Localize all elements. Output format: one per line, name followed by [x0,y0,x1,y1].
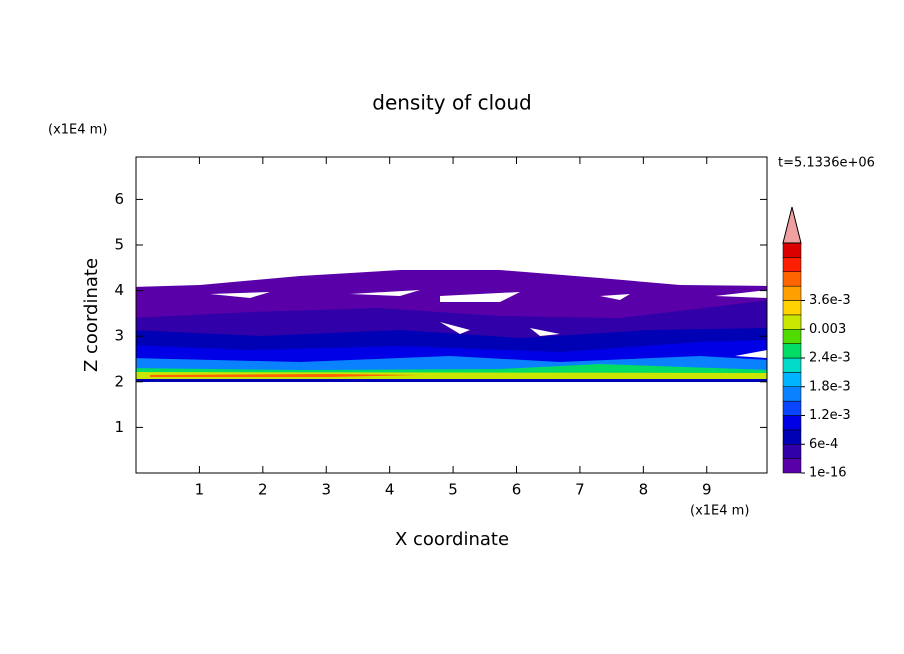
colorbar-swatch [782,329,802,344]
colorbar-swatch [782,386,802,402]
x-tick-label: 8 [639,481,649,499]
colorbar-swatch [782,257,802,272]
x-tick-label: 3 [321,481,331,499]
colorbar-swatch [782,242,802,258]
contour-hole [210,268,767,302]
contour-fill [136,372,767,379]
x-tick-label: 4 [385,481,395,499]
colorbar-swatch [782,372,802,387]
colorbar-swatch [782,271,802,287]
colorbar-swatch [782,285,802,301]
x-tick-label: 7 [575,481,585,499]
y-tick-label: 1 [114,418,124,436]
x-unit: (x1E4 m) [690,504,749,519]
y-tick-label: 4 [114,281,124,299]
colorbar-label: 1.8e-3 [809,379,851,394]
colorbar-label: 0.003 [809,322,846,337]
contour-fill [150,374,420,377]
colorbar-swatch [782,357,802,373]
colorbar-swatch [782,343,802,359]
colorbar-swatch [782,400,802,416]
colorbar-swatch [782,444,802,459]
y-tick-label: 6 [114,190,124,208]
contour-field [136,268,767,382]
colorbar-swatch [782,415,802,431]
colorbar-label: 1e-16 [809,466,847,481]
contour-fill [136,379,767,382]
x-axis-label: X coordinate [395,529,509,550]
colorbar-label: 3.6e-3 [809,293,851,308]
colorbar-extend [782,206,802,244]
colorbar-label: 2.4e-3 [809,351,851,366]
time-label: t=5.1336e+06 [778,156,875,171]
colorbar-swatch [782,458,802,474]
x-tick-label: 6 [512,481,522,499]
colorbar-label: 6e-4 [809,437,838,452]
colorbar-swatch [782,314,802,330]
colorbar-swatch [782,429,802,445]
y-tick-label: 2 [114,372,124,390]
x-tick-label: 2 [258,481,268,499]
x-tick-label: 1 [195,481,205,499]
y-unit: (x1E4 m) [48,123,107,138]
y-axis-label: Z coordinate [81,258,102,372]
plot-frame [135,156,768,474]
colorbar-swatch [782,300,802,316]
x-tick-label: 5 [448,481,458,499]
y-tick-label: 5 [114,236,124,254]
y-tick-label: 3 [114,327,124,345]
chart-title: density of cloud [372,91,531,115]
colorbar-label: 1.2e-3 [809,408,851,423]
x-tick-label: 9 [702,481,712,499]
